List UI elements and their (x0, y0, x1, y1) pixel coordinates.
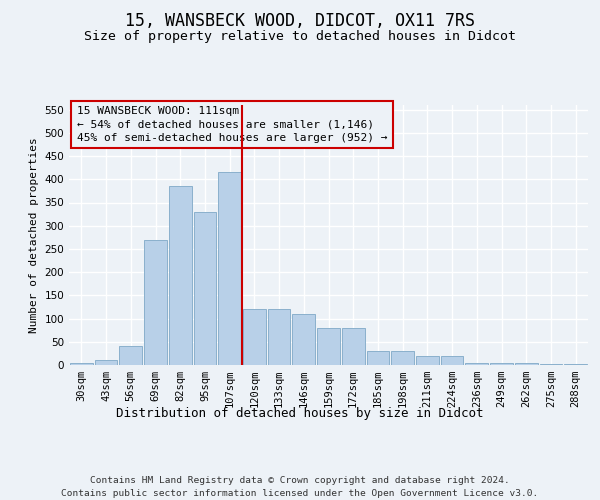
Bar (490, 362, 513, 365)
Bar (218, 172, 241, 365)
Text: Distribution of detached houses by size in Didcot: Distribution of detached houses by size … (116, 408, 484, 420)
Bar (292, 314, 315, 365)
Bar (539, 364, 562, 365)
Bar (144, 240, 167, 365)
Bar (367, 351, 389, 365)
Bar (169, 186, 191, 365)
Bar (466, 362, 488, 365)
Bar (317, 328, 340, 365)
Text: Contains HM Land Registry data © Crown copyright and database right 2024.
Contai: Contains HM Land Registry data © Crown c… (61, 476, 539, 498)
Bar (391, 351, 414, 365)
Bar (268, 310, 290, 365)
Bar (515, 362, 538, 365)
Text: 15, WANSBECK WOOD, DIDCOT, OX11 7RS: 15, WANSBECK WOOD, DIDCOT, OX11 7RS (125, 12, 475, 30)
Bar (70, 362, 93, 365)
Y-axis label: Number of detached properties: Number of detached properties (29, 137, 39, 333)
Bar (416, 356, 439, 365)
Bar (243, 310, 266, 365)
Bar (119, 346, 142, 365)
Bar (95, 360, 118, 365)
Bar (564, 364, 587, 365)
Bar (194, 212, 216, 365)
Bar (441, 356, 463, 365)
Text: Size of property relative to detached houses in Didcot: Size of property relative to detached ho… (84, 30, 516, 43)
Bar (342, 328, 365, 365)
Text: 15 WANSBECK WOOD: 111sqm
← 54% of detached houses are smaller (1,146)
45% of sem: 15 WANSBECK WOOD: 111sqm ← 54% of detach… (77, 106, 387, 142)
